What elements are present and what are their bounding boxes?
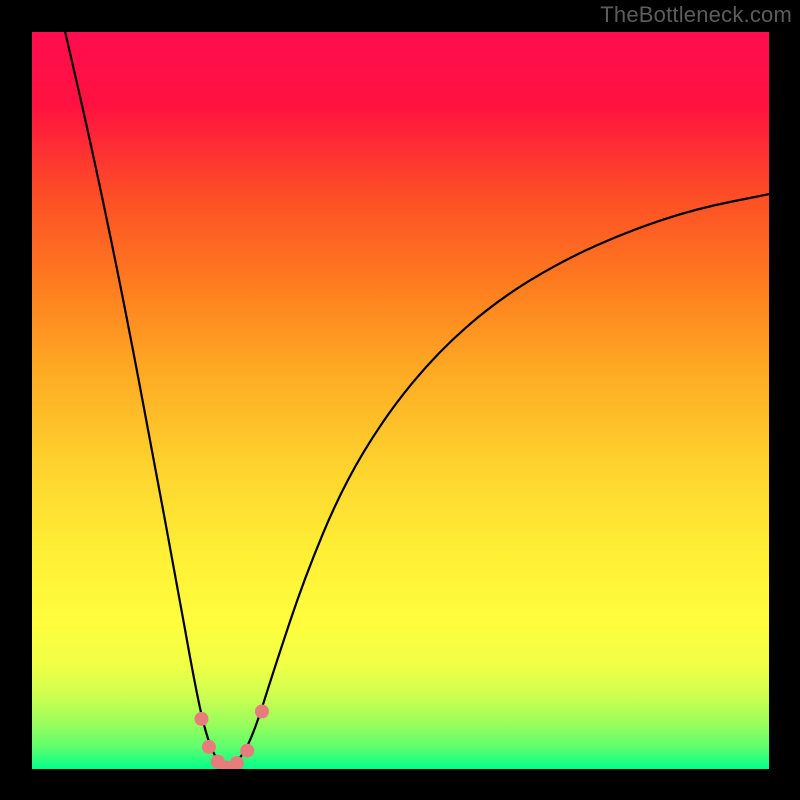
valley-marker bbox=[195, 712, 209, 726]
valley-marker bbox=[240, 744, 254, 758]
valley-marker bbox=[230, 756, 244, 770]
valley-marker bbox=[202, 740, 216, 754]
curve-overlay bbox=[0, 0, 800, 800]
chart-container: TheBottleneck.com bbox=[0, 0, 800, 800]
valley-marker bbox=[255, 705, 269, 719]
bottleneck-curve bbox=[65, 32, 769, 767]
